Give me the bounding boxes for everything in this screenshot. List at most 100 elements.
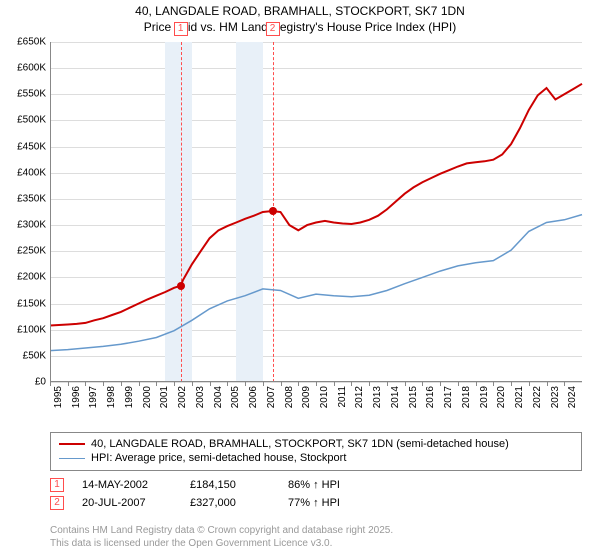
x-tick-label: 1997 (88, 386, 99, 408)
x-tick-label: 2017 (443, 386, 454, 408)
x-tick-mark (476, 382, 477, 386)
x-tick-label: 1999 (124, 386, 135, 408)
x-tick-mark (139, 382, 140, 386)
transaction-marker-0: 1 (50, 478, 64, 492)
x-tick-mark (210, 382, 211, 386)
x-tick-mark (85, 382, 86, 386)
x-tick-label: 2007 (266, 386, 277, 408)
series-line (50, 215, 582, 351)
x-tick-mark (351, 382, 352, 386)
x-tick-label: 2009 (301, 386, 312, 408)
y-tick-label: £0 (35, 377, 46, 388)
transaction-date-1: 20-JUL-2007 (82, 497, 172, 509)
data-point (269, 207, 277, 215)
x-tick-label: 2020 (496, 386, 507, 408)
x-tick-mark (387, 382, 388, 386)
x-tick-mark (529, 382, 530, 386)
transaction-rows: 1 14-MAY-2002 £184,150 86% ↑ HPI 2 20-JU… (50, 474, 582, 514)
y-tick-label: £200K (17, 272, 46, 283)
x-tick-label: 2015 (408, 386, 419, 408)
footnote-line-2: This data is licensed under the Open Gov… (50, 537, 393, 550)
x-tick-label: 1995 (53, 386, 64, 408)
x-tick-mark (281, 382, 282, 386)
x-tick-label: 2003 (195, 386, 206, 408)
y-tick-label: £100K (17, 324, 46, 335)
chart-plot-area: 12 (50, 42, 582, 382)
y-tick-label: £50K (23, 350, 46, 361)
x-tick-mark (50, 382, 51, 386)
x-tick-mark (227, 382, 228, 386)
y-tick-label: £450K (17, 141, 46, 152)
transaction-row-1: 2 20-JUL-2007 £327,000 77% ↑ HPI (50, 496, 582, 510)
x-tick-label: 2010 (319, 386, 330, 408)
x-tick-mark (192, 382, 193, 386)
x-tick-mark (493, 382, 494, 386)
axis-left (50, 42, 51, 382)
legend-label-0: 40, LANGDALE ROAD, BRAMHALL, STOCKPORT, … (91, 437, 509, 451)
legend-label-1: HPI: Average price, semi-detached house,… (91, 451, 346, 465)
title-line-1: 40, LANGDALE ROAD, BRAMHALL, STOCKPORT, … (8, 4, 592, 20)
legend-item-1: HPI: Average price, semi-detached house,… (59, 451, 573, 465)
y-tick-label: £600K (17, 63, 46, 74)
data-point (177, 282, 185, 290)
y-axis: £0£50K£100K£150K£200K£250K£300K£350K£400… (0, 42, 50, 382)
transaction-price-0: £184,150 (190, 479, 270, 491)
x-tick-label: 2019 (479, 386, 490, 408)
x-tick-label: 2000 (142, 386, 153, 408)
transaction-pct-0: 86% ↑ HPI (288, 479, 378, 491)
transaction-date-0: 14-MAY-2002 (82, 479, 172, 491)
x-tick-label: 2021 (514, 386, 525, 408)
legend-swatch-0 (59, 443, 85, 445)
x-tick-label: 2013 (372, 386, 383, 408)
x-tick-mark (174, 382, 175, 386)
x-axis: 1995 1996 1997 1998 1999 2000 2001 2002 2003 2004… (50, 382, 582, 428)
x-tick-mark (405, 382, 406, 386)
chart-title-block: 40, LANGDALE ROAD, BRAMHALL, STOCKPORT, … (0, 0, 600, 37)
x-tick-label: 2004 (213, 386, 224, 408)
legend-box: 40, LANGDALE ROAD, BRAMHALL, STOCKPORT, … (50, 432, 582, 471)
y-tick-label: £350K (17, 193, 46, 204)
x-tick-label: 2012 (354, 386, 365, 408)
x-tick-label: 2016 (425, 386, 436, 408)
footnote-line-1: Contains HM Land Registry data © Crown c… (50, 524, 393, 537)
x-tick-mark (245, 382, 246, 386)
x-tick-label: 2024 (567, 386, 578, 408)
x-tick-mark (298, 382, 299, 386)
x-tick-mark (263, 382, 264, 386)
footnote: Contains HM Land Registry data © Crown c… (50, 524, 393, 550)
x-tick-mark (511, 382, 512, 386)
x-tick-label: 2022 (532, 386, 543, 408)
title-line-2: Price paid vs. HM Land Registry's House … (8, 20, 592, 36)
event-marker-box: 2 (266, 22, 280, 36)
x-tick-mark (334, 382, 335, 386)
x-tick-mark (547, 382, 548, 386)
x-tick-label: 1998 (106, 386, 117, 408)
series-svg (50, 42, 582, 382)
x-tick-mark (458, 382, 459, 386)
x-tick-label: 2001 (159, 386, 170, 408)
y-tick-label: £550K (17, 89, 46, 100)
x-tick-mark (422, 382, 423, 386)
y-tick-label: £650K (17, 37, 46, 48)
y-tick-label: £250K (17, 246, 46, 257)
x-tick-mark (121, 382, 122, 386)
x-tick-label: 2002 (177, 386, 188, 408)
x-tick-label: 2008 (284, 386, 295, 408)
x-tick-label: 2018 (461, 386, 472, 408)
y-tick-label: £300K (17, 220, 46, 231)
x-tick-mark (564, 382, 565, 386)
x-tick-mark (369, 382, 370, 386)
x-tick-mark (68, 382, 69, 386)
x-tick-mark (103, 382, 104, 386)
x-tick-label: 2006 (248, 386, 259, 408)
transaction-pct-1: 77% ↑ HPI (288, 497, 378, 509)
x-tick-mark (440, 382, 441, 386)
transaction-marker-1: 2 (50, 496, 64, 510)
y-tick-label: £400K (17, 167, 46, 178)
y-tick-label: £500K (17, 115, 46, 126)
legend-item-0: 40, LANGDALE ROAD, BRAMHALL, STOCKPORT, … (59, 437, 573, 451)
x-tick-label: 1996 (71, 386, 82, 408)
transaction-price-1: £327,000 (190, 497, 270, 509)
x-tick-label: 2011 (337, 386, 348, 408)
series-line (50, 84, 582, 326)
